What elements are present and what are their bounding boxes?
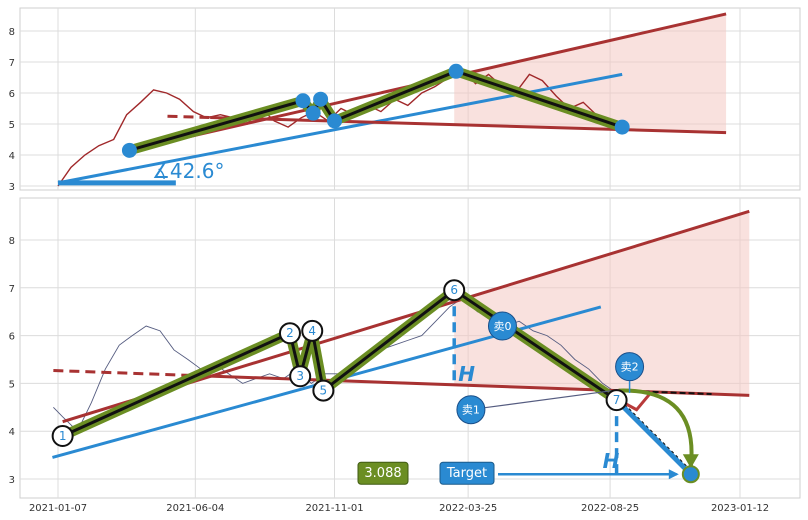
top-ytick-label: 4	[9, 151, 15, 162]
target-arrowhead	[668, 469, 679, 480]
height-label: H	[458, 362, 475, 386]
top-pattern-point	[305, 105, 321, 121]
target-label: Target	[446, 466, 487, 481]
sell-marker	[487, 311, 517, 341]
x-tick-label: 2021-01-07	[29, 503, 87, 514]
target-value-box	[357, 461, 409, 485]
target-point	[681, 465, 700, 484]
bottom-target-zone	[454, 211, 750, 396]
bottom-ytick-label: 3	[9, 475, 15, 486]
pattern-point-label: 5	[320, 384, 328, 398]
pattern-point-label: 6	[450, 283, 458, 297]
top-lower-trendline-dashed	[167, 114, 211, 120]
pattern-point-marker	[278, 322, 301, 345]
top-ytick-label: 7	[9, 58, 15, 69]
projection-path	[614, 398, 693, 476]
bottom-price-series	[53, 296, 617, 432]
sell-marker-label: 卖1	[462, 404, 480, 417]
top-ytick-label: 6	[9, 89, 15, 100]
target-value-label: 3.088	[364, 466, 401, 481]
bottom-ytick-label: 7	[9, 284, 15, 295]
sell-pointer-line	[484, 389, 613, 409]
sell-marker	[456, 395, 486, 425]
pattern-point-label: 3	[296, 369, 304, 383]
pattern-point-marker	[289, 365, 312, 388]
bottom-lower-trendline-dashed	[53, 368, 211, 378]
x-tick-label: 2021-11-01	[305, 503, 363, 514]
pattern-point-marker	[605, 389, 628, 412]
top-ytick-label: 8	[9, 27, 15, 38]
top-ytick-label: 5	[9, 120, 15, 131]
top-lower-trendline	[210, 116, 727, 135]
bottom-ytick-label: 8	[9, 236, 15, 247]
top-ytick-label: 3	[9, 182, 15, 193]
x-tick-label: 2022-03-25	[439, 503, 497, 514]
sell-marker-label: 卖0	[493, 320, 511, 333]
top-pattern-point	[448, 63, 464, 79]
top-pattern-point	[295, 93, 311, 109]
x-tick-label: 2023-01-12	[711, 503, 769, 514]
bottom-ytick-label: 6	[9, 332, 15, 343]
pattern-point-label: 2	[286, 326, 294, 340]
pattern-point-label: 7	[613, 393, 621, 407]
pattern-point-marker	[51, 424, 74, 447]
x-tick-label: 2022-08-25	[581, 503, 639, 514]
top-pattern-point	[327, 113, 343, 129]
target-box	[439, 461, 495, 485]
target-curve-arrow	[618, 388, 694, 467]
pattern-point-marker	[312, 379, 335, 402]
sell-marker-label: 卖2	[621, 361, 639, 374]
top-pattern-point	[614, 119, 630, 135]
top-target-zone	[454, 13, 727, 133]
pattern-point-label: 1	[59, 429, 67, 443]
target-curve-arrowhead	[682, 454, 699, 469]
x-tick-label: 2021-06-04	[166, 503, 224, 514]
top-pattern-point	[121, 142, 137, 158]
projection-height-label: H	[603, 449, 620, 473]
bottom-ytick-label: 4	[9, 427, 15, 438]
pattern-point-label: 4	[308, 324, 316, 338]
sell-marker	[615, 352, 645, 382]
angle-label: ∡42.6°	[152, 159, 224, 183]
pattern-point-marker	[443, 279, 466, 302]
pattern-point-marker	[301, 319, 324, 342]
bottom-ytick-label: 5	[9, 379, 15, 390]
pullback-line	[621, 391, 652, 412]
breakout-dashed-line	[616, 389, 712, 396]
top-pattern-point	[313, 91, 329, 107]
